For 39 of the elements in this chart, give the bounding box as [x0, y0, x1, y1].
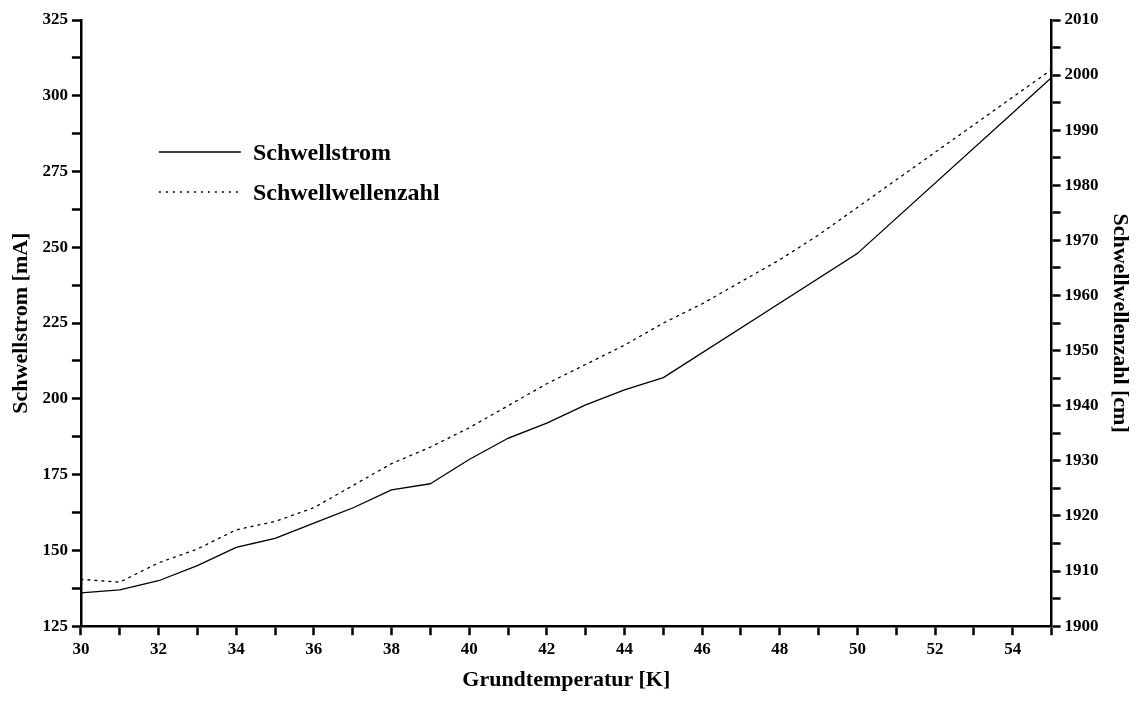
y2-tick-label: 1920 — [1064, 505, 1099, 525]
y2-tick-label: 1980 — [1064, 174, 1099, 194]
x-tick-label: 42 — [538, 638, 556, 658]
x-tick-label: 40 — [460, 638, 478, 658]
y-tick-label: 325 — [42, 9, 68, 29]
legend-label: Schwellwellenzahl — [252, 179, 440, 206]
x-tick-label: 30 — [72, 638, 90, 658]
y2-tick-label: 1950 — [1064, 340, 1099, 360]
x-tick-label: 46 — [693, 638, 711, 658]
y2-tick-label: 1970 — [1064, 229, 1099, 249]
y2-tick-label: 1940 — [1064, 395, 1099, 415]
y2-tick-label: 2000 — [1064, 64, 1099, 84]
y2-tick-label: 1930 — [1064, 450, 1099, 470]
y2-tick-label: 2010 — [1064, 9, 1099, 29]
y2-tick-label: 1900 — [1064, 615, 1099, 635]
y-tick-label: 275 — [42, 160, 68, 180]
y-tick-label: 300 — [42, 85, 68, 105]
x-tick-label: 34 — [227, 638, 246, 658]
x-tick-label: 38 — [383, 638, 401, 658]
x-tick-label: 50 — [848, 638, 866, 658]
x-tick-label: 32 — [150, 638, 168, 658]
y2-tick-label: 1960 — [1064, 284, 1099, 304]
y2-tick-label: 1910 — [1064, 560, 1099, 580]
y-tick-label: 200 — [42, 388, 68, 408]
x-tick-label: 36 — [305, 638, 323, 658]
y2-axis-title: Schwellwellenzahl [cm] — [1109, 213, 1135, 433]
y-tick-label: 175 — [42, 464, 68, 484]
x-axis-title: Grundtemperatur [K] — [462, 666, 671, 692]
x-tick-label: 48 — [771, 638, 789, 658]
legend-label: Schwellstrom — [252, 139, 392, 166]
y-tick-label: 250 — [42, 236, 68, 256]
x-tick-label: 52 — [926, 638, 944, 658]
x-tick-label: 44 — [615, 638, 634, 658]
y2-tick-label: 1990 — [1064, 119, 1099, 139]
y-tick-label: 225 — [42, 312, 68, 332]
y-tick-label: 125 — [42, 615, 68, 635]
y-axis-title: Schwellstrom [mA] — [6, 232, 32, 414]
y-tick-label: 150 — [42, 539, 68, 559]
x-tick-label: 54 — [1004, 638, 1022, 658]
